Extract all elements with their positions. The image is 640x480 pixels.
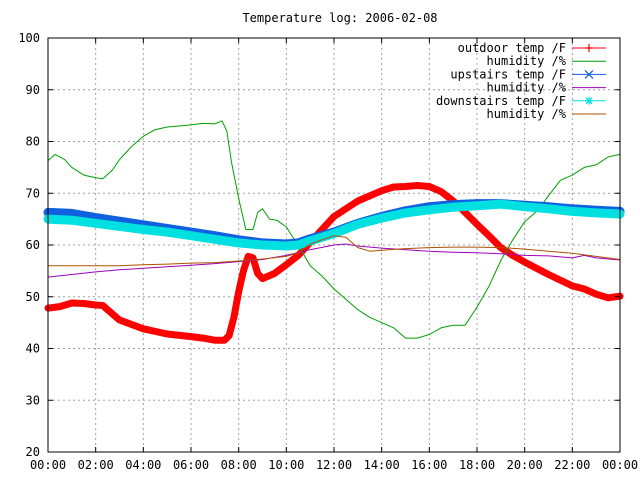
axes: 00:00 02:00 04:00 06:00 08:00 10:00 12:00 14:00… (18, 31, 638, 472)
y-tick-label: 30 (26, 393, 40, 407)
legend-label: upstairs temp /F (450, 67, 566, 81)
legend-marker (585, 96, 593, 105)
series-4 (47, 243, 621, 278)
series-5 (43, 199, 625, 251)
series-line (47, 120, 621, 339)
series-line (47, 243, 621, 278)
x-tick-label: 04:00 (125, 458, 161, 472)
x-tick-label: 20:00 (507, 458, 543, 472)
x-tick-label: 10:00 (268, 458, 304, 472)
series-line (44, 182, 624, 344)
y-tick-label: 20 (26, 445, 40, 459)
series-2 (47, 120, 621, 339)
x-tick-label: 16:00 (411, 458, 447, 472)
x-tick-label: 00:00 (30, 458, 66, 472)
series-6 (47, 235, 621, 267)
y-tick-label: 40 (26, 342, 40, 356)
series-line (43, 199, 625, 251)
x-tick-label: 06:00 (173, 458, 209, 472)
legend-label: outdoor temp /F (458, 41, 566, 55)
y-tick-label: 100 (18, 31, 40, 45)
legend-label: humidity /% (487, 107, 567, 121)
x-tick-label: 14:00 (364, 458, 400, 472)
grid (48, 38, 620, 452)
legend-marker (585, 44, 593, 52)
legend-marker (584, 69, 594, 79)
series-line (47, 235, 621, 267)
legend-label: humidity /% (487, 54, 567, 68)
x-tick-label: 12:00 (316, 458, 352, 472)
series-layer (43, 120, 625, 344)
y-tick-label: 50 (26, 290, 40, 304)
chart-title: Temperature log: 2006-02-08 (242, 11, 437, 25)
y-tick-label: 60 (26, 238, 40, 252)
x-tick-label: 18:00 (459, 458, 495, 472)
legend-label: downstairs temp /F (436, 94, 566, 108)
x-tick-label: 02:00 (78, 458, 114, 472)
x-tick-label: 22:00 (554, 458, 590, 472)
x-tick-label: 00:00 (602, 458, 638, 472)
series-1 (44, 182, 624, 344)
y-tick-label: 70 (26, 186, 40, 200)
y-tick-label: 90 (26, 83, 40, 97)
legend-label: humidity /% (487, 81, 567, 95)
x-tick-label: 08:00 (221, 458, 257, 472)
y-tick-label: 80 (26, 135, 40, 149)
